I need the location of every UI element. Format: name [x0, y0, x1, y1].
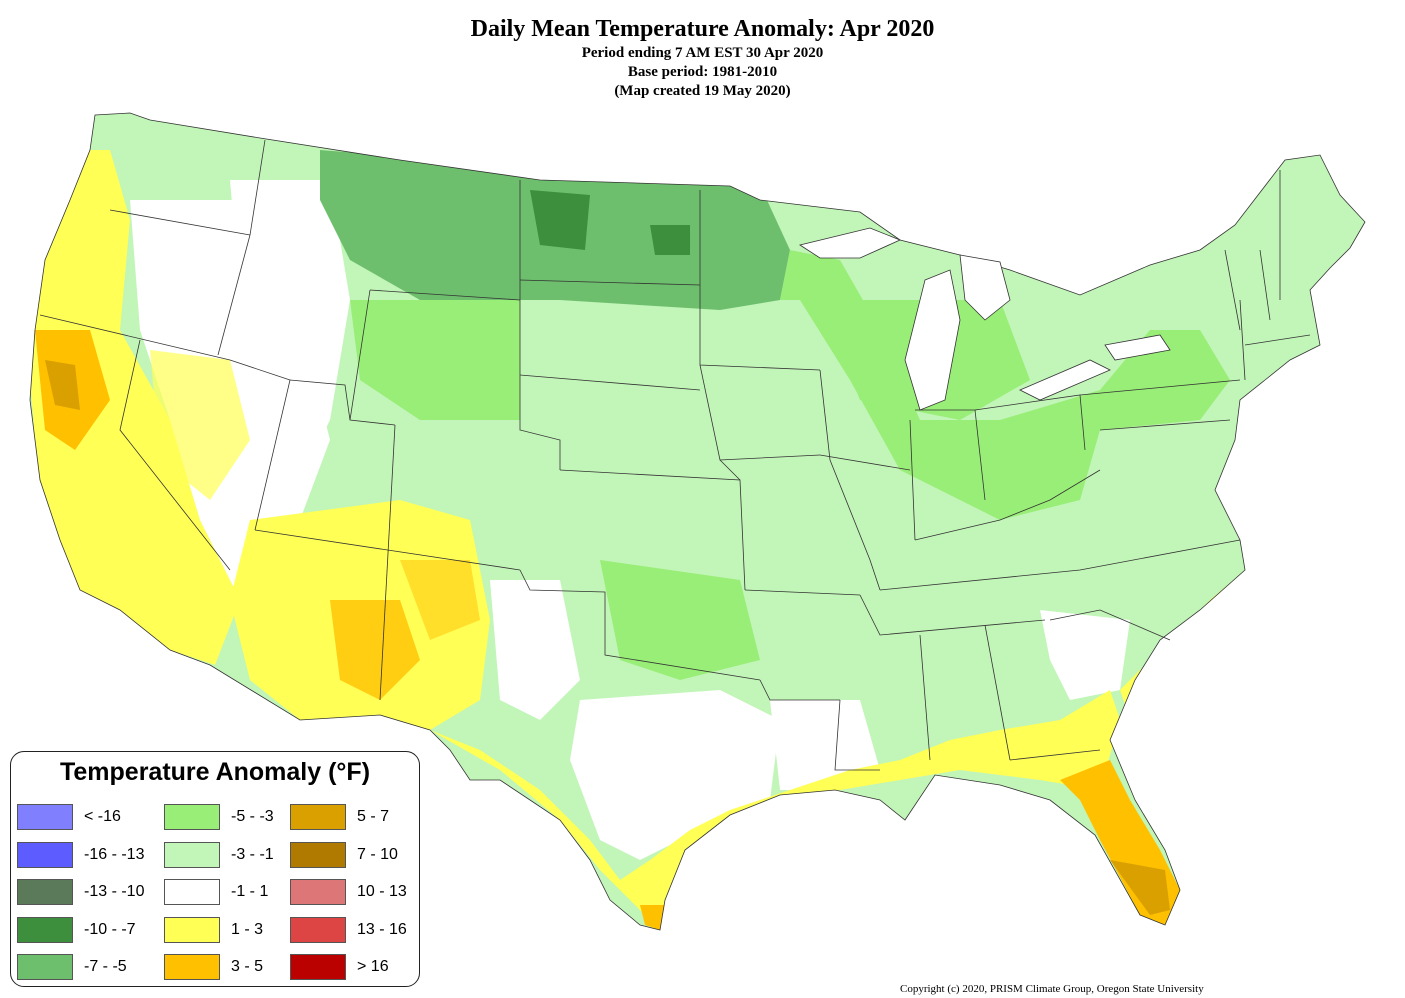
legend-label: < -16 [84, 808, 121, 825]
map-subtitle-period: Period ending 7 AM EST 30 Apr 2020 [581, 45, 824, 61]
legend-box: Temperature Anomaly (°F) < -16 -16 - -13 -… [10, 751, 420, 987]
legend-label: -10 - -7 [84, 920, 136, 938]
legend-label: 1 - 3 [231, 920, 264, 938]
legend-swatch [290, 804, 346, 830]
legend-label: 10 - 13 [357, 883, 407, 901]
legend-swatch [290, 954, 346, 981]
legend-label: -1 - 1 [231, 883, 269, 901]
legend-swatch [164, 916, 220, 943]
legend-swatch [17, 841, 73, 868]
legend-swatch [290, 879, 346, 906]
legend-label: 7 - 10 [357, 845, 398, 863]
legend-label: > 16 [357, 958, 389, 976]
legend-swatch [164, 954, 220, 981]
legend-swatch [164, 804, 220, 830]
map-titles: Daily Mean Temperature Anomaly: Apr 2020… [0, 14, 1405, 101]
map-subtitle-base: Base period: 1981-2010 [627, 64, 778, 80]
legend-label: 3 - 5 [231, 958, 264, 976]
legend-label: -5 - -3 [231, 808, 274, 825]
legend-label: -7 - -5 [84, 958, 127, 976]
legend-label: 13 - 16 [357, 920, 407, 938]
legend-label: -13 - -10 [84, 883, 145, 901]
state-boundaries [29, 112, 1366, 931]
legend-label: -16 - -13 [84, 845, 145, 863]
legend-swatch [164, 841, 220, 868]
great-lakes [799, 227, 1171, 411]
map-title: Daily Mean Temperature Anomaly: Apr 2020 [470, 16, 935, 42]
map-subtitle-created: (Map created 19 May 2020) [614, 83, 791, 99]
legend-label: -3 - -1 [231, 845, 274, 863]
copyright-text: Copyright (c) 2020, PRISM Climate Group,… [900, 983, 1204, 995]
legend-swatch [17, 954, 73, 981]
legend-title: Temperature Anomaly (°F) [59, 758, 371, 786]
legend-swatch [164, 879, 220, 906]
legend-swatch [17, 916, 73, 943]
legend-swatch [17, 879, 73, 906]
legend-label: 5 - 7 [357, 808, 390, 825]
legend-swatch [290, 916, 346, 943]
legend-swatch [17, 804, 73, 830]
legend-swatch [290, 841, 346, 868]
